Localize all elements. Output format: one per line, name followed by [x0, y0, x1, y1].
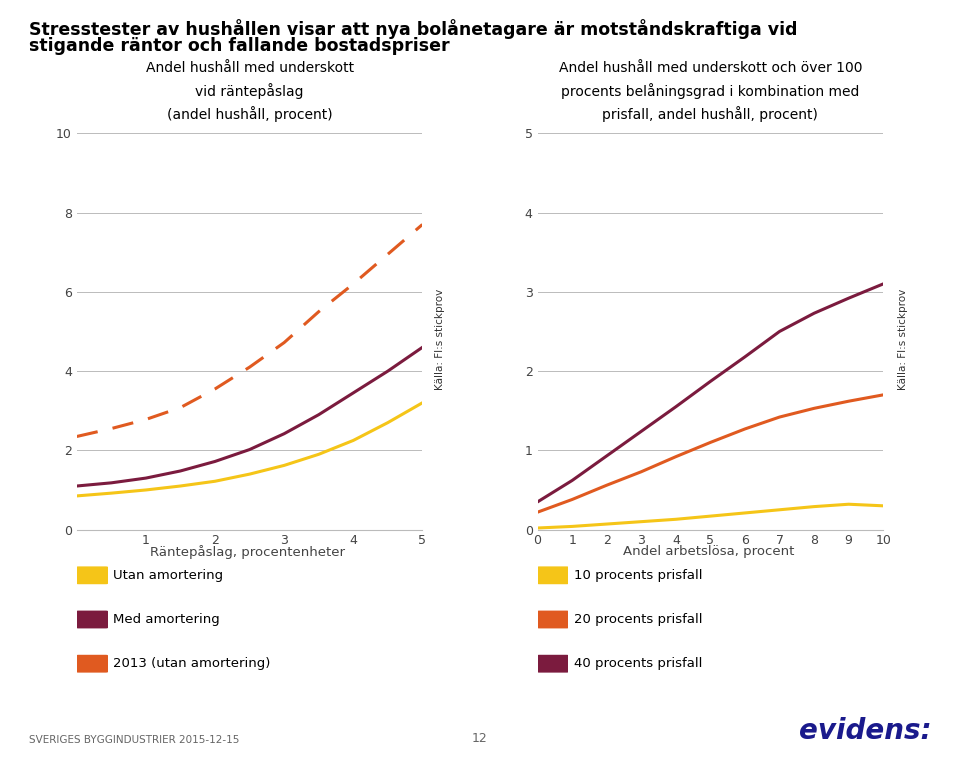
Text: SVERIGES BYGGINDUSTRIER 2015-12-15: SVERIGES BYGGINDUSTRIER 2015-12-15 [29, 735, 239, 745]
Text: Källa: FI:s stickprov: Källa: FI:s stickprov [898, 289, 907, 389]
Title: Andel hushåll med underskott och över 100
procents belåningsgrad i kombination m: Andel hushåll med underskott och över 10… [559, 61, 862, 123]
FancyBboxPatch shape [75, 566, 109, 584]
Text: Räntepåslag, procentenheter: Räntepåslag, procentenheter [150, 545, 346, 559]
Text: 20 procents prisfall: 20 procents prisfall [574, 613, 703, 626]
Text: Med amortering: Med amortering [113, 613, 220, 626]
Text: 10 procents prisfall: 10 procents prisfall [574, 568, 703, 582]
Text: 2013 (utan amortering): 2013 (utan amortering) [113, 657, 271, 671]
FancyBboxPatch shape [536, 655, 570, 673]
FancyBboxPatch shape [536, 610, 570, 629]
Text: evidens:: evidens: [799, 717, 931, 745]
Title: Andel hushåll med underskott
vid räntepåslag
(andel hushåll, procent): Andel hushåll med underskott vid räntepå… [146, 61, 353, 123]
Text: Källa: FI:s stickprov: Källa: FI:s stickprov [435, 289, 444, 389]
Text: Stresstester av hushållen visar att nya bolånetagare är motståndskraftiga vid: Stresstester av hushållen visar att nya … [29, 19, 798, 39]
FancyBboxPatch shape [536, 566, 570, 584]
Text: Utan amortering: Utan amortering [113, 568, 224, 582]
Text: 12: 12 [472, 732, 488, 745]
Text: Andel arbetslösa, procent: Andel arbetslösa, procent [623, 545, 794, 558]
Text: stigande räntor och fallande bostadspriser: stigande räntor och fallande bostadspris… [29, 37, 449, 55]
FancyBboxPatch shape [75, 655, 109, 673]
Text: 40 procents prisfall: 40 procents prisfall [574, 657, 703, 671]
FancyBboxPatch shape [75, 610, 109, 629]
